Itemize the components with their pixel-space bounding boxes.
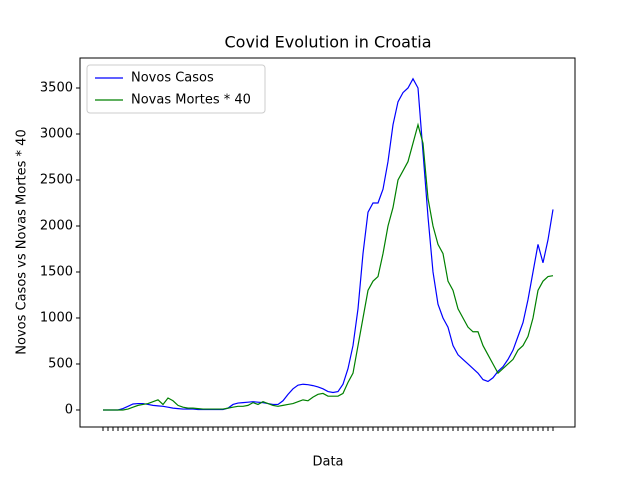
y-tick-label: 1500 (40, 264, 73, 279)
chart-title: Covid Evolution in Croatia (225, 33, 432, 52)
y-tick-label: 2500 (40, 172, 73, 187)
legend-box (86, 64, 266, 114)
legend-label: Novas Mortes * 40 (131, 93, 251, 108)
line (103, 122, 554, 411)
legend-label: Novos Casos (131, 71, 214, 86)
y-tick-label: 0 (65, 402, 73, 417)
x-axis-label: Data (312, 455, 343, 470)
y-axis-label: Novos Casos vs Novas Mortes * 40 (15, 129, 30, 354)
y-tick-label: 3500 (40, 80, 73, 95)
y-tick-label: 500 (48, 356, 73, 371)
y-tick-label: 2000 (40, 218, 73, 233)
line (103, 77, 554, 411)
y-tick-label: 3000 (40, 126, 73, 141)
y-tick-label: 1000 (40, 310, 73, 325)
